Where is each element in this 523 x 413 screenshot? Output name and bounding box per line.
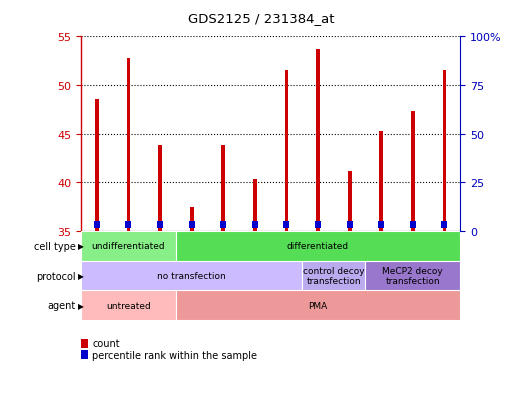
Bar bbox=[411, 112, 415, 231]
Bar bbox=[315, 221, 321, 228]
Bar bbox=[81, 291, 176, 320]
Bar bbox=[442, 71, 446, 231]
Text: ▶: ▶ bbox=[78, 242, 84, 251]
Bar bbox=[302, 261, 366, 291]
Text: count: count bbox=[92, 339, 120, 349]
Bar bbox=[189, 221, 195, 228]
Bar bbox=[81, 231, 176, 261]
Bar bbox=[366, 261, 460, 291]
Text: ▶: ▶ bbox=[78, 301, 84, 310]
Text: protocol: protocol bbox=[36, 271, 76, 281]
Bar bbox=[348, 171, 351, 231]
Bar bbox=[221, 146, 225, 231]
Text: agent: agent bbox=[48, 301, 76, 311]
Text: untreated: untreated bbox=[106, 301, 151, 310]
Bar bbox=[126, 221, 131, 228]
Text: ▶: ▶ bbox=[78, 271, 84, 280]
Bar bbox=[176, 291, 460, 320]
Bar bbox=[252, 221, 258, 228]
Text: cell type: cell type bbox=[34, 241, 76, 251]
Bar bbox=[253, 180, 257, 231]
Bar bbox=[176, 231, 460, 261]
Bar bbox=[347, 221, 353, 228]
Text: control decoy
transfection: control decoy transfection bbox=[303, 266, 365, 285]
Bar bbox=[379, 131, 383, 231]
Bar bbox=[316, 50, 320, 231]
Bar bbox=[190, 207, 194, 231]
Bar bbox=[378, 221, 384, 228]
Text: no transfection: no transfection bbox=[157, 271, 226, 280]
Bar bbox=[81, 261, 302, 291]
Bar bbox=[285, 71, 288, 231]
Text: GDS2125 / 231384_at: GDS2125 / 231384_at bbox=[188, 12, 335, 25]
Text: differentiated: differentiated bbox=[287, 242, 349, 251]
Bar bbox=[157, 221, 163, 228]
Bar bbox=[127, 59, 130, 231]
Bar bbox=[283, 221, 290, 228]
Bar bbox=[95, 100, 99, 231]
Bar bbox=[94, 221, 100, 228]
Text: percentile rank within the sample: percentile rank within the sample bbox=[92, 350, 257, 360]
Bar bbox=[410, 221, 416, 228]
Bar bbox=[441, 221, 448, 228]
Text: MeCP2 decoy
transfection: MeCP2 decoy transfection bbox=[382, 266, 443, 285]
Bar bbox=[158, 146, 162, 231]
Text: PMA: PMA bbox=[309, 301, 328, 310]
Bar bbox=[220, 221, 226, 228]
Text: undifferentiated: undifferentiated bbox=[92, 242, 165, 251]
